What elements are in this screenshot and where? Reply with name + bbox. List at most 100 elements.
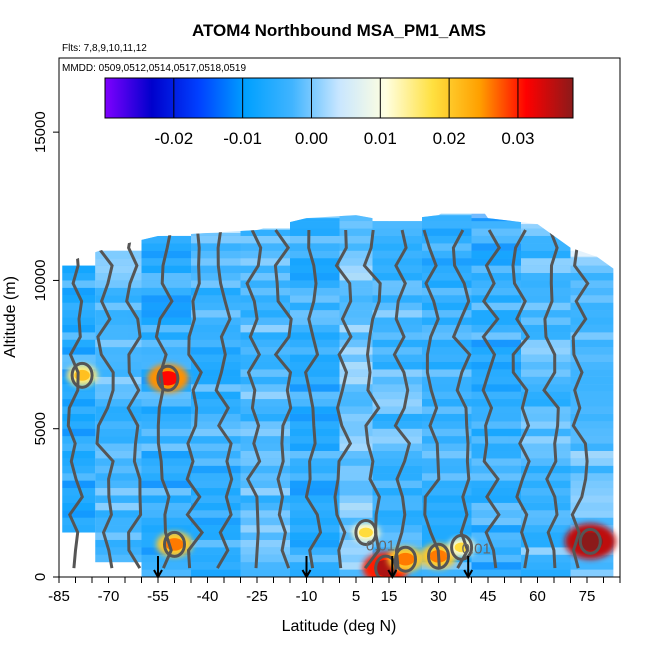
heatmap-stripe [191, 332, 241, 340]
heatmap-stripe [191, 317, 241, 325]
heatmap-stripe [240, 554, 290, 563]
y-axis: 0 5000 10000 15000 [32, 111, 59, 581]
heatmap-stripe [240, 443, 290, 451]
heatmap-stripe [290, 258, 340, 266]
heatmap-hotspot-core [358, 527, 373, 538]
contour-ring [374, 554, 398, 577]
heatmap-stripe [570, 413, 614, 422]
heatmap-stripe [240, 510, 290, 518]
heatmap-stripe [141, 421, 191, 429]
heatmap-stripe [62, 465, 96, 474]
heatmap-stripe [339, 399, 373, 407]
heatmap-stripe [422, 450, 472, 459]
heatmap-stripe [422, 532, 472, 540]
heatmap-stripe [95, 421, 142, 429]
heatmap-stripe [191, 391, 241, 400]
contour-line [362, 229, 382, 570]
heatmap-stripe [570, 280, 614, 288]
heatmap-stripe [422, 213, 472, 222]
heatmap-stripe [339, 428, 373, 437]
heatmap-stripe [372, 525, 422, 533]
heatmap-stripe [240, 339, 290, 348]
heatmap-stripe [570, 502, 614, 511]
heatmap-stripe [521, 406, 571, 414]
heatmap-stripe [62, 517, 96, 526]
heatmap-stripe [471, 532, 521, 540]
heatmap-stripe [372, 295, 422, 303]
heatmap-stripe [570, 428, 614, 437]
heatmap-stripe [471, 569, 521, 577]
heatmap-stripe [95, 391, 142, 400]
heatmap-stripe [191, 450, 241, 459]
heatmap-stripe [290, 458, 340, 466]
heatmap-stripe [471, 443, 521, 451]
heatmap-stripe [339, 280, 373, 288]
heatmap-stripe [521, 243, 571, 251]
heatmap-stripe [339, 554, 373, 563]
heatmap-stripe [95, 302, 142, 311]
heatmap-stripe [95, 525, 142, 533]
heatmap-stripe [422, 510, 472, 518]
heatmap-stripe [471, 280, 521, 288]
heatmap-stripe [372, 532, 422, 540]
heatmap-stripe [521, 250, 571, 259]
colorbar-tick-label: -0.02 [154, 129, 193, 148]
heatmap-stripe [372, 413, 422, 422]
heatmap-stripe [240, 361, 290, 370]
heatmap-stripe [240, 436, 290, 444]
heatmap-stripe [141, 465, 191, 474]
heatmap-stripe [62, 473, 96, 481]
heatmap-stripe [422, 539, 472, 548]
heatmap-stripe [471, 354, 521, 362]
contour-line [422, 229, 441, 569]
heatmap-stripe [240, 310, 290, 318]
heatmap-stripe [339, 235, 373, 244]
heatmap-stripe [471, 488, 521, 496]
heatmap-stripe [290, 369, 340, 377]
heatmap-stripe [339, 361, 373, 370]
heatmap-stripe [339, 569, 373, 577]
heatmap-stripe [339, 213, 373, 222]
colorbar: -0.02 -0.01 0.00 0.01 0.02 0.03 [104, 77, 574, 148]
heatmap-stripe [240, 458, 290, 466]
x-tick-label: 60 [529, 588, 546, 605]
heatmap-stripe [191, 287, 241, 296]
contour-ring [70, 361, 94, 389]
heatmap-stripe [240, 302, 290, 311]
heatmap-stripe [290, 473, 340, 481]
heatmap-stripe [240, 265, 290, 274]
heatmap-stripe [471, 258, 521, 266]
heatmap-stripe [521, 265, 571, 274]
heatmap-stripe [191, 376, 241, 385]
heatmap-stripe [521, 569, 571, 577]
heatmap-stripe [422, 525, 472, 533]
contour-line [185, 229, 205, 569]
heatmap-stripe [95, 547, 142, 555]
heatmap-stripe [570, 488, 614, 496]
x-tick-label: 30 [430, 588, 447, 605]
heatmap-stripe [570, 458, 614, 466]
heatmap-stripe [422, 569, 472, 577]
x-tick-label: 5 [352, 588, 360, 605]
heatmap-stripe [240, 525, 290, 533]
heatmap-stripe [290, 465, 340, 474]
heatmap-stripe [191, 562, 241, 570]
heatmap-stripe [570, 332, 614, 340]
heatmap-stripe [570, 562, 614, 570]
heatmap-stripe [240, 406, 290, 414]
heatmap-stripe [191, 428, 241, 437]
heatmap-stripe [191, 413, 241, 422]
heatmap-stripe [191, 280, 241, 288]
heatmap-stripe [521, 525, 571, 533]
heatmap-stripe [95, 280, 142, 288]
heatmap-stripe [240, 495, 290, 503]
heatmap-stripe [240, 517, 290, 526]
heatmap-stripe [521, 391, 571, 400]
heatmap-stripe [62, 406, 96, 414]
heatmap-stripe [422, 421, 472, 429]
heatmap-stripe [471, 465, 521, 474]
heatmap-stripe [141, 324, 191, 333]
profile-arrows [153, 556, 474, 580]
heatmap-stripe [290, 384, 340, 392]
heatmap-stripe [521, 458, 571, 466]
